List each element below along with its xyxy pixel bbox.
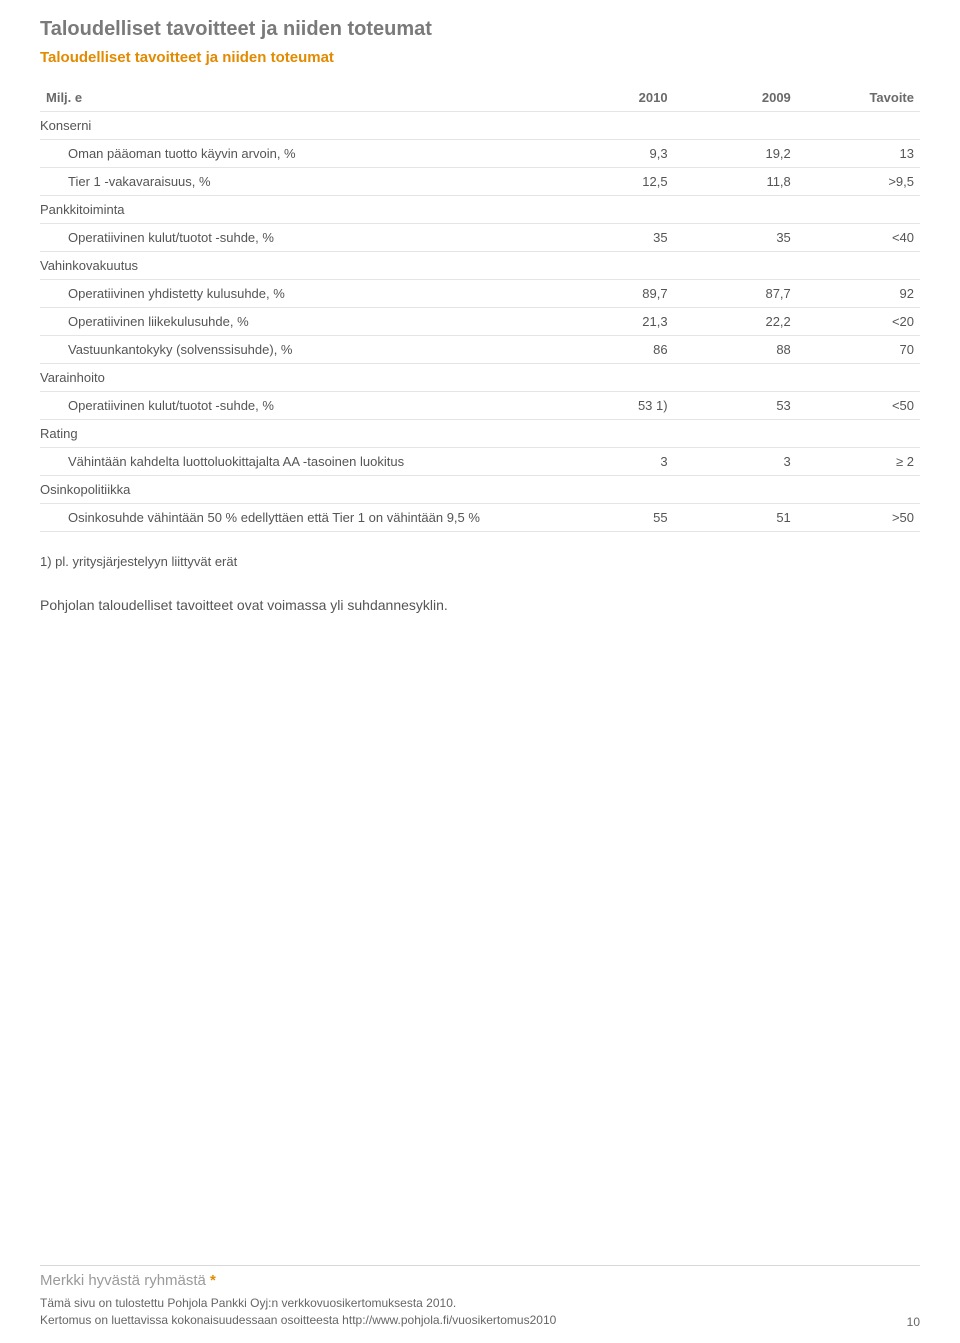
- row-value: 22,2: [674, 308, 797, 336]
- row-label: Vähintään kahdelta luottoluokittajalta A…: [40, 448, 550, 476]
- row-value: 86: [550, 336, 673, 364]
- row-value: 11,8: [674, 168, 797, 196]
- col-header-label: Milj. e: [40, 84, 550, 112]
- section-label: Varainhoito: [40, 364, 920, 392]
- table-row: Pankkitoiminta: [40, 196, 920, 224]
- page-footer: Merkki hyvästä ryhmästä * Tämä sivu on t…: [0, 1265, 960, 1343]
- row-value: <20: [797, 308, 920, 336]
- table-row: Varainhoito: [40, 364, 920, 392]
- row-label: Operatiivinen yhdistetty kulusuhde, %: [40, 280, 550, 308]
- row-value: 53: [674, 392, 797, 420]
- table-row: Operatiivinen yhdistetty kulusuhde, %89,…: [40, 280, 920, 308]
- table-row: Konserni: [40, 112, 920, 140]
- row-value: 3: [674, 448, 797, 476]
- table-row: Vastuunkantokyky (solvenssisuhde), %8688…: [40, 336, 920, 364]
- table-row: Operatiivinen kulut/tuotot -suhde, %53 1…: [40, 392, 920, 420]
- section-label: Osinkopolitiikka: [40, 476, 920, 504]
- table-header-row: Milj. e 2010 2009 Tavoite: [40, 84, 920, 112]
- footer-brand: Merkki hyvästä ryhmästä *: [40, 1272, 920, 1289]
- table-row: Osinkopolitiikka: [40, 476, 920, 504]
- table-row: Vähintään kahdelta luottoluokittajalta A…: [40, 448, 920, 476]
- footer-rule: [40, 1265, 920, 1266]
- row-label: Osinkosuhde vähintään 50 % edellyttäen e…: [40, 504, 550, 532]
- row-label: Operatiivinen kulut/tuotot -suhde, %: [40, 224, 550, 252]
- table-row: Tier 1 -vakavaraisuus, %12,511,8>9,5: [40, 168, 920, 196]
- section-label: Rating: [40, 420, 920, 448]
- table-row: Oman pääoman tuotto käyvin arvoin, %9,31…: [40, 140, 920, 168]
- row-value: <40: [797, 224, 920, 252]
- table-row: Operatiivinen liikekulusuhde, %21,322,2<…: [40, 308, 920, 336]
- row-value: >9,5: [797, 168, 920, 196]
- table-row: Operatiivinen kulut/tuotot -suhde, %3535…: [40, 224, 920, 252]
- footer-line-2: Kertomus on luettavissa kokonaisuudessaa…: [40, 1312, 556, 1329]
- row-value: >50: [797, 504, 920, 532]
- row-label: Operatiivinen kulut/tuotot -suhde, %: [40, 392, 550, 420]
- col-header-2009: 2009: [674, 84, 797, 112]
- targets-table: Milj. e 2010 2009 Tavoite KonserniOman p…: [40, 84, 920, 532]
- row-value: 89,7: [550, 280, 673, 308]
- row-value: 88: [674, 336, 797, 364]
- row-value: 51: [674, 504, 797, 532]
- row-value: 35: [674, 224, 797, 252]
- section-label: Konserni: [40, 112, 920, 140]
- footer-brand-text: Merkki hyvästä ryhmästä: [40, 1272, 206, 1289]
- page-title: Taloudelliset tavoitteet ja niiden toteu…: [40, 18, 920, 41]
- row-value: 9,3: [550, 140, 673, 168]
- page-number: 10: [907, 1315, 920, 1329]
- row-label: Operatiivinen liikekulusuhde, %: [40, 308, 550, 336]
- row-value: ≥ 2: [797, 448, 920, 476]
- table-row: Rating: [40, 420, 920, 448]
- row-value: 55: [550, 504, 673, 532]
- row-value: 19,2: [674, 140, 797, 168]
- row-value: <50: [797, 392, 920, 420]
- row-value: 87,7: [674, 280, 797, 308]
- row-value: 53 1): [550, 392, 673, 420]
- row-value: 92: [797, 280, 920, 308]
- section-label: Pankkitoiminta: [40, 196, 920, 224]
- row-label: Vastuunkantokyky (solvenssisuhde), %: [40, 336, 550, 364]
- row-value: 12,5: [550, 168, 673, 196]
- col-header-2010: 2010: [550, 84, 673, 112]
- body-text: Pohjolan taloudelliset tavoitteet ovat v…: [40, 597, 920, 613]
- row-value: 35: [550, 224, 673, 252]
- page-subtitle: Taloudelliset tavoitteet ja niiden toteu…: [40, 49, 920, 66]
- footer-line-1: Tämä sivu on tulostettu Pohjola Pankki O…: [40, 1295, 920, 1312]
- row-value: 13: [797, 140, 920, 168]
- row-label: Oman pääoman tuotto käyvin arvoin, %: [40, 140, 550, 168]
- table-row: Osinkosuhde vähintään 50 % edellyttäen e…: [40, 504, 920, 532]
- table-row: Vahinkovakuutus: [40, 252, 920, 280]
- row-label: Tier 1 -vakavaraisuus, %: [40, 168, 550, 196]
- row-value: 3: [550, 448, 673, 476]
- star-icon: *: [206, 1272, 216, 1289]
- row-value: 21,3: [550, 308, 673, 336]
- row-value: 70: [797, 336, 920, 364]
- footnote: 1) pl. yritysjärjestelyyn liittyvät erät: [40, 554, 920, 569]
- section-label: Vahinkovakuutus: [40, 252, 920, 280]
- col-header-target: Tavoite: [797, 84, 920, 112]
